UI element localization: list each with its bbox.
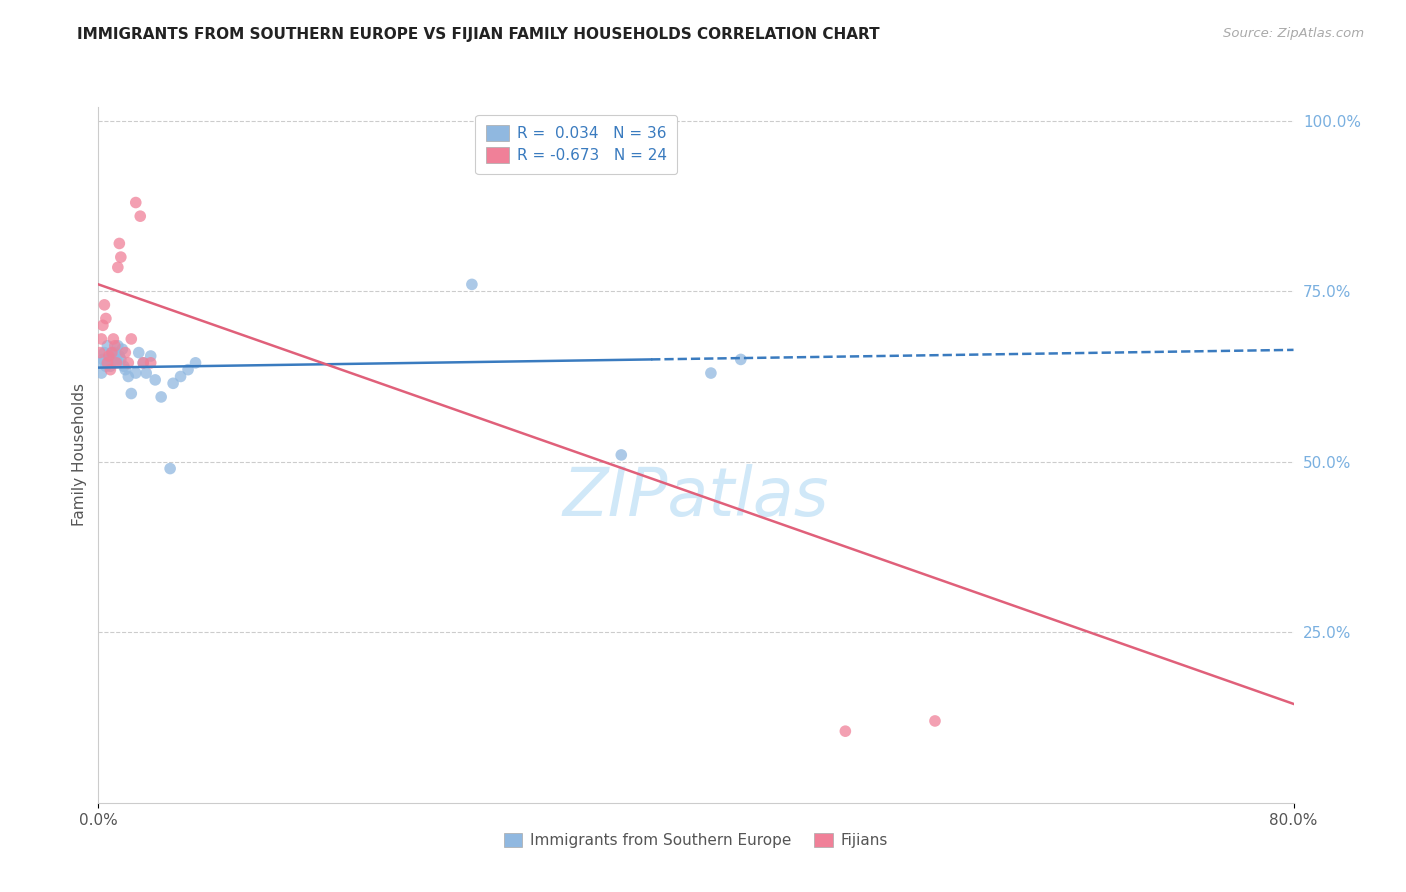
Point <box>90 366 112 380</box>
Point <box>97 349 120 363</box>
Point <box>93 298 115 312</box>
Point <box>112 359 135 374</box>
Point <box>159 461 181 475</box>
Y-axis label: Family Households: Family Households <box>72 384 87 526</box>
Point <box>120 332 142 346</box>
Point <box>94 359 117 374</box>
Point <box>105 356 128 370</box>
Point <box>96 339 118 353</box>
Point <box>129 209 152 223</box>
Point <box>125 195 148 210</box>
Point <box>461 277 484 292</box>
Point <box>139 349 162 363</box>
Point <box>110 352 132 367</box>
Point <box>98 362 122 376</box>
Point <box>834 724 856 739</box>
Point <box>101 345 124 359</box>
Point <box>150 390 173 404</box>
Point <box>101 345 124 359</box>
Point <box>105 352 128 367</box>
Point <box>111 342 134 356</box>
Point <box>177 362 200 376</box>
Point <box>132 356 155 370</box>
Text: Source: ZipAtlas.com: Source: ZipAtlas.com <box>1223 27 1364 40</box>
Point <box>730 352 752 367</box>
Point <box>91 318 114 333</box>
Point <box>89 356 111 370</box>
Point <box>117 356 139 370</box>
Point <box>139 356 162 370</box>
Point <box>97 352 120 367</box>
Point <box>93 345 115 359</box>
Point <box>107 260 129 275</box>
Point <box>104 339 127 353</box>
Point <box>98 359 122 374</box>
Point <box>103 356 125 370</box>
Point <box>96 356 118 370</box>
Point <box>114 345 136 359</box>
Point <box>107 339 129 353</box>
Point <box>108 349 131 363</box>
Point <box>162 376 184 391</box>
Point <box>90 332 112 346</box>
Point <box>104 345 127 359</box>
Point <box>117 369 139 384</box>
Point <box>108 236 131 251</box>
Point <box>135 366 157 380</box>
Point <box>184 356 207 370</box>
Point <box>91 352 114 367</box>
Text: IMMIGRANTS FROM SOUTHERN EUROPE VS FIJIAN FAMILY HOUSEHOLDS CORRELATION CHART: IMMIGRANTS FROM SOUTHERN EUROPE VS FIJIA… <box>77 27 880 42</box>
Legend: Immigrants from Southern Europe, Fijians: Immigrants from Southern Europe, Fijians <box>498 827 894 855</box>
Point <box>610 448 633 462</box>
Point <box>700 366 723 380</box>
Point <box>132 356 155 370</box>
Point <box>114 362 136 376</box>
Point <box>89 345 111 359</box>
Point <box>103 332 125 346</box>
Point <box>169 369 191 384</box>
Point <box>110 250 132 264</box>
Text: ZIPatlas: ZIPatlas <box>562 464 830 530</box>
Point <box>125 366 148 380</box>
Point <box>120 386 142 401</box>
Point <box>128 345 150 359</box>
Point <box>143 373 166 387</box>
Point <box>924 714 946 728</box>
Point <box>94 311 117 326</box>
